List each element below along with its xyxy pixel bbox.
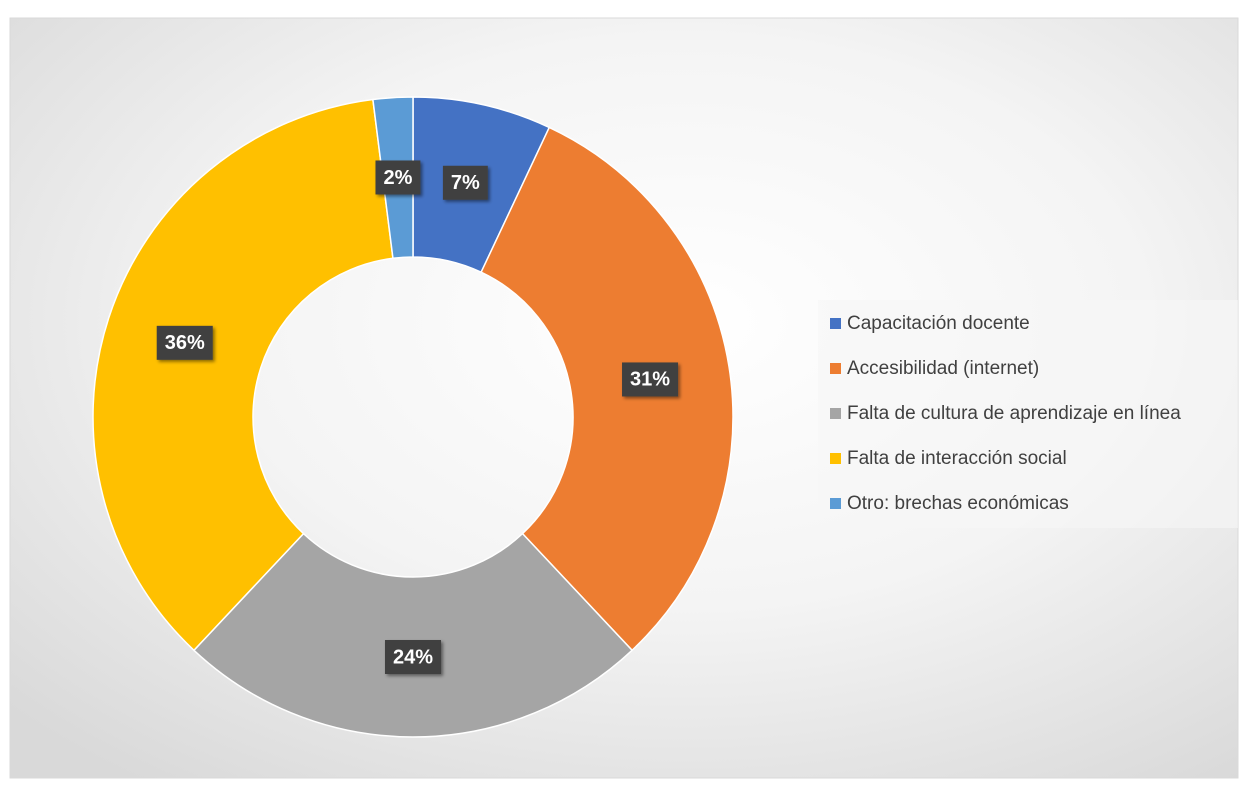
donut-slice [480,126,734,652]
data-label-box [375,160,421,195]
legend-label: Accesibilidad (internet) [847,358,1039,379]
legend-label: Falta de interacción social [847,448,1067,469]
data-label-box [384,640,442,674]
legend-label: Falta de cultura de aprendizaje en línea [847,403,1181,424]
data-label-text: 36% [165,332,205,354]
data-label: 24% [384,640,442,674]
donut-slice [92,98,394,652]
legend-label: Otro: brechas económicas [847,493,1069,514]
legend-swatch [830,408,841,419]
data-label: 7% [442,165,488,200]
data-label-box [442,165,488,200]
legend-swatch [830,498,841,509]
data-label: 2% [375,160,421,195]
data-label-text: 2% [383,167,412,189]
donut-slice [192,532,634,738]
legend-box [818,300,1238,528]
data-label: 31% [622,362,679,397]
data-label-text: 7% [451,172,480,194]
data-label-text: 31% [630,369,670,391]
legend-label: Capacitación docente [847,313,1030,334]
data-label-box [156,325,213,360]
legend-swatch [830,363,841,374]
data-label-text: 24% [393,646,433,668]
legend-swatch [830,453,841,464]
legend-swatch [830,318,841,329]
data-label-box [622,362,679,397]
data-label: 36% [156,325,213,360]
